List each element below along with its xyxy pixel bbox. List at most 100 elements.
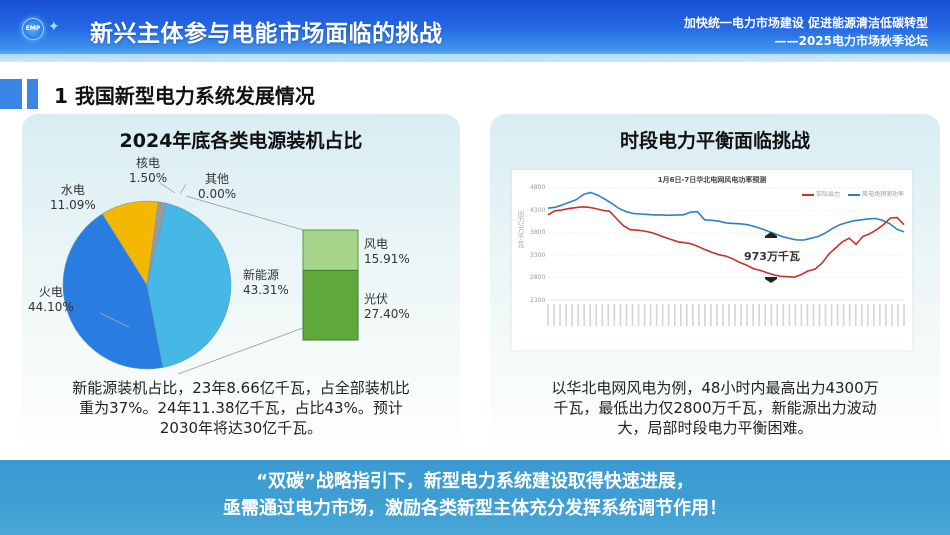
capacity-caption: 新能源装机占比，23年8.66亿千瓦，占全部装机比 重为37%。24年11.38…: [22, 378, 460, 438]
x-tick-label: [679, 304, 682, 326]
x-tick-label: [776, 304, 779, 326]
capacity-pie-chart: [62, 182, 359, 374]
arrow-down-icon: [765, 277, 777, 283]
caption-line: 以华北电网风电为例，48小时内最高出力4300万: [551, 379, 879, 397]
x-tick-label: [824, 304, 827, 326]
label-value: 0.00%: [198, 187, 237, 201]
x-tick-label: [860, 304, 863, 326]
label-value: 43.31%: [243, 283, 289, 297]
x-tick-label: [710, 304, 712, 326]
x-tick-label: [873, 304, 875, 326]
x-tick-label: [848, 304, 851, 326]
gap-annotation: 973万千瓦: [744, 250, 800, 263]
x-tick-label: [734, 304, 736, 326]
legend-label: 风电场预测功率: [861, 191, 904, 198]
label-name: 火电: [38, 285, 63, 299]
actual-line: [547, 205, 905, 279]
x-tick-label: [722, 304, 724, 326]
caption-line: 大，局部时段电力平衡困难。: [617, 419, 813, 437]
leader-line-other: [179, 183, 187, 195]
x-tick-label: [698, 304, 700, 326]
x-tick-label: [879, 304, 881, 326]
x-tick-label: [770, 304, 773, 326]
x-tick-label: [601, 304, 604, 326]
x-tick-label: [655, 304, 658, 326]
legend-item-forecast: 风电场预测功率: [847, 189, 904, 198]
legend-swatch-blue: [847, 193, 860, 196]
x-tick-labels: [547, 304, 905, 326]
arrow-up-icon: [765, 232, 777, 238]
pie-slice-new-energy: [146, 202, 232, 368]
x-tick-label: [782, 304, 785, 326]
x-tick-label: [704, 304, 706, 326]
x-tick-label: [625, 304, 628, 326]
x-tick-label: [595, 304, 598, 326]
y-tick: 3300: [530, 252, 546, 259]
x-tick-label: [758, 304, 760, 326]
x-tick-label: [764, 304, 767, 326]
x-tick-label: [818, 304, 821, 326]
pie-label-other: 其他 0.00%: [198, 172, 236, 202]
pie-label-hydro: 水电 11.09%: [50, 183, 96, 213]
conclusion-line-1: “双碳”战略指引下，新型电力系统建设取得快速进展，: [256, 471, 694, 492]
x-tick-label: [854, 304, 857, 326]
pie-label-new-energy: 新能源 43.31%: [243, 268, 289, 298]
x-tick-label: [685, 304, 688, 326]
x-tick-label: [565, 304, 567, 326]
forecast-line: [547, 191, 905, 241]
y-tick: 2300: [530, 297, 546, 304]
x-tick-label: [836, 304, 839, 326]
wind-power-line-chart: 1月6日-7日华北电网风电功率预测 出力/万千瓦 4800 4300 3800 …: [512, 170, 912, 350]
x-tick-label: [897, 304, 899, 326]
breakdown-connector-top: [185, 195, 304, 231]
line-chart-plot: [547, 187, 905, 326]
label-name: 核电: [136, 156, 161, 170]
balance-caption: 以华北电网风电为例，48小时内最高出力4300万 千瓦，最低出力仅2800万千瓦…: [490, 378, 940, 438]
label-name: 水电: [60, 183, 85, 197]
x-tick-label: [806, 304, 809, 326]
breakdown-connector-bottom: [177, 327, 304, 374]
label-value: 15.91%: [364, 252, 410, 266]
x-tick-label: [589, 304, 592, 326]
pie-label-thermal: 火电 44.10%: [28, 285, 74, 315]
bar-label-wind: 风电 15.91%: [364, 237, 410, 267]
x-tick-label: [559, 304, 561, 326]
leader-line-nuclear: [159, 182, 176, 194]
x-tick-label: [637, 304, 640, 326]
x-tick-label: [903, 304, 905, 326]
conclusion-banner: “双碳”战略指引下，新型电力系统建设取得快速进展， 亟需通过电力市场，激励各类新…: [0, 460, 950, 535]
x-tick-label: [571, 304, 573, 326]
x-tick-label: [649, 304, 652, 326]
x-tick-label: [866, 304, 869, 326]
x-tick-label: [692, 304, 694, 326]
x-tick-label: [716, 304, 718, 326]
slogan-line-2: ——2025电力市场秋季论坛: [774, 34, 928, 48]
x-tick-label: [800, 304, 803, 326]
section-marker-block: [0, 79, 22, 109]
x-tick-label: [631, 304, 634, 326]
legend-swatch-red: [801, 193, 814, 196]
caption-line: 千瓦，最低出力仅2800万千瓦，新能源出力波动: [553, 399, 877, 417]
x-tick-label: [752, 304, 754, 326]
panel-title-balance: 时段电力平衡面临挑战: [619, 130, 810, 152]
chart-gridlines: [548, 187, 904, 301]
installed-capacity-panel: 2024年底各类电源装机占比 核电 1.50% 其他 0.00% 水电 11.0…: [22, 114, 460, 454]
x-tick-label: [661, 304, 664, 326]
x-tick-label: [553, 304, 555, 326]
x-tick-label: [885, 304, 887, 326]
bar-label-solar: 光伏 27.40%: [364, 292, 410, 322]
label-name: 新能源: [243, 268, 280, 282]
leader-line-hydro: [99, 312, 130, 328]
logo-icon: EMP: [22, 18, 44, 40]
x-tick-label: [667, 304, 670, 326]
label-name: 风电: [364, 237, 389, 251]
x-tick-label: [583, 304, 586, 326]
x-tick-label: [619, 304, 622, 326]
y-axis-label: 出力/万千瓦: [517, 210, 525, 248]
page-title: 新兴主体参与电能市场面临的挑战: [90, 21, 443, 47]
logo-text: EMP: [25, 25, 41, 32]
label-name: 光伏: [364, 292, 389, 306]
pie-slice-thermal: [62, 213, 164, 370]
x-tick-label: [746, 304, 748, 326]
x-tick-label: [577, 304, 579, 326]
